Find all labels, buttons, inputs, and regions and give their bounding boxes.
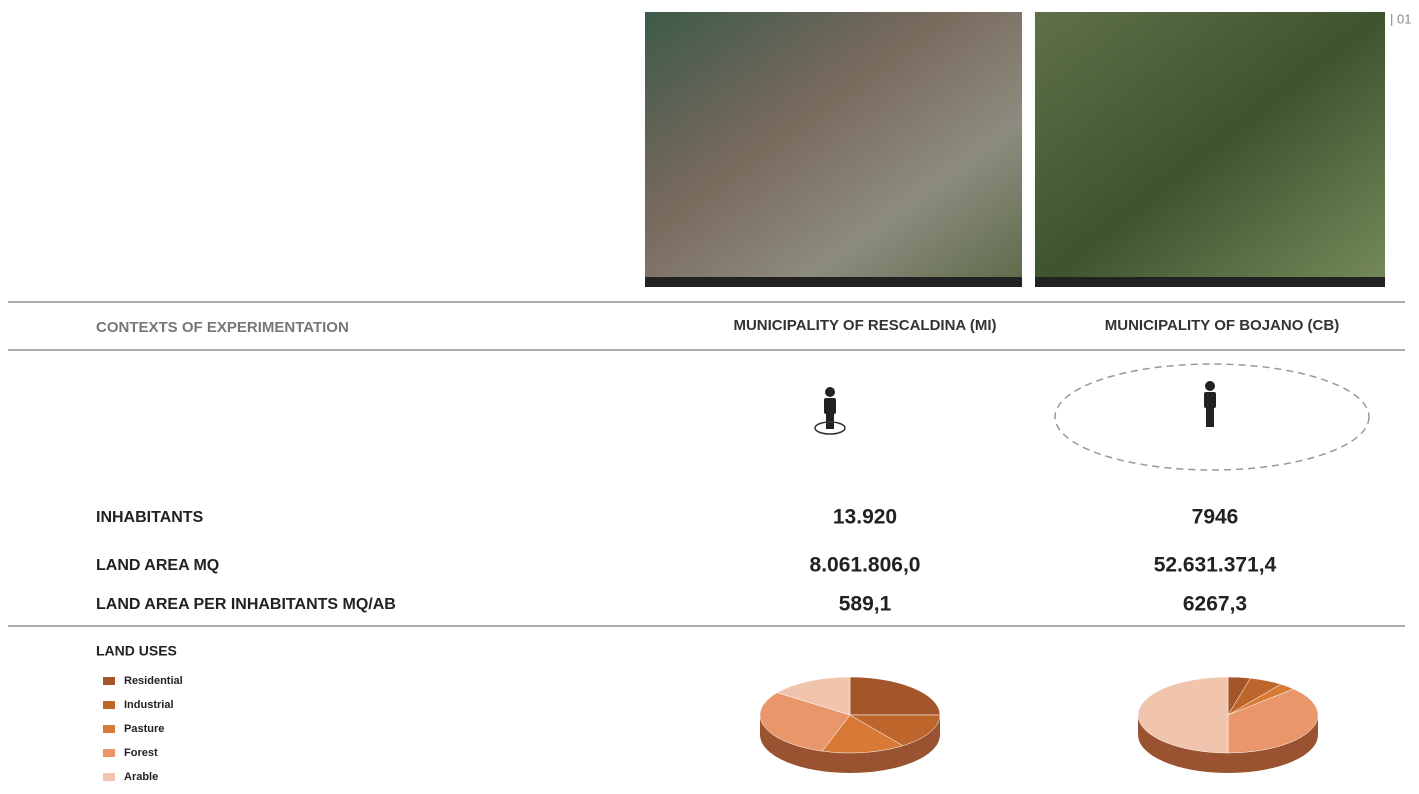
cell-value: 589,1 — [839, 593, 892, 616]
legend-label: Forest — [124, 747, 158, 759]
legend-label: Residential — [124, 675, 183, 687]
cell-value: 6267,3 — [1183, 593, 1247, 616]
cell-value: 7946 — [1192, 506, 1239, 529]
image-bar — [645, 277, 1022, 287]
column-header: MUNICIPALITY OF RESCALDINA (MI) — [733, 317, 996, 334]
cell-value: 52.631.371,4 — [1154, 554, 1277, 577]
legend-swatch — [103, 773, 115, 781]
page: | 01 CONTEXTS OF EXPERIMENTATION MUNICIP… — [0, 0, 1419, 789]
legend-title: LAND USES — [96, 643, 177, 659]
satellite-image — [645, 12, 1022, 287]
legend-label: Arable — [124, 771, 158, 783]
person-icon — [815, 387, 845, 434]
legend-label: Industrial — [124, 699, 174, 711]
row-label: INHABITANTS — [96, 509, 204, 526]
row-label: LAND AREA PER INHABITANTS MQ/AB — [96, 596, 396, 613]
legend-swatch — [103, 749, 115, 757]
legend-label: Pasture — [124, 723, 164, 735]
row-label: LAND AREA MQ — [96, 557, 219, 574]
pie-slice — [850, 677, 940, 715]
column-header: MUNICIPALITY OF BOJANO (CB) — [1105, 317, 1339, 334]
legend-swatch — [103, 677, 115, 685]
person-icon — [1055, 364, 1369, 470]
legend-swatch — [103, 725, 115, 733]
image-bar — [1035, 277, 1385, 287]
legend-swatch — [103, 701, 115, 709]
section-title: CONTEXTS OF EXPERIMENTATION — [96, 319, 349, 336]
cell-value: 8.061.806,0 — [810, 554, 921, 577]
cell-value: 13.920 — [833, 506, 897, 529]
satellite-image — [1035, 12, 1385, 287]
page-number: | 01 — [1390, 11, 1411, 26]
